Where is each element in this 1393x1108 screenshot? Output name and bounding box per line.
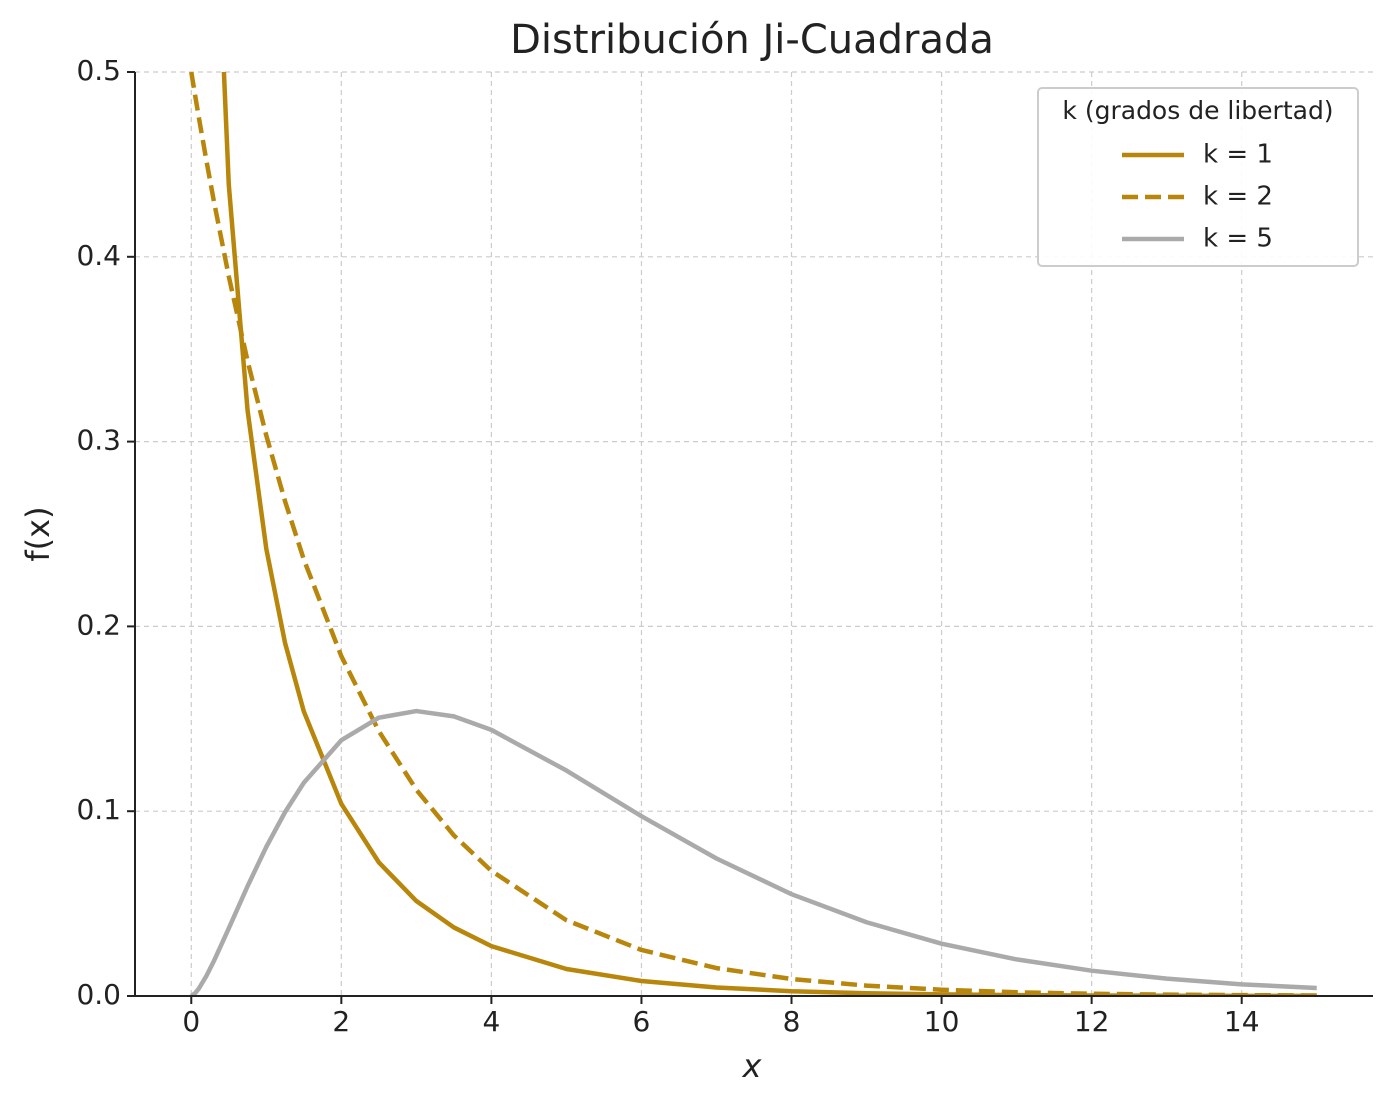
x-tick-label: 0 bbox=[182, 1005, 200, 1038]
x-tick-label: 12 bbox=[1074, 1005, 1110, 1038]
x-tick-label: 2 bbox=[332, 1005, 350, 1038]
legend-label: k = 2 bbox=[1203, 182, 1273, 212]
y-tick-label: 0.1 bbox=[76, 793, 121, 826]
x-tick-label: 10 bbox=[924, 1005, 960, 1038]
x-axis-label: x bbox=[742, 1047, 763, 1085]
chart-title: Distribución Ji-Cuadrada bbox=[510, 17, 994, 63]
y-tick-label: 0.0 bbox=[76, 978, 121, 1011]
legend-box bbox=[1037, 87, 1359, 267]
y-tick-label: 0.2 bbox=[76, 608, 121, 641]
x-tick-label: 8 bbox=[783, 1005, 801, 1038]
y-tick-label: 0.4 bbox=[76, 239, 121, 272]
y-axis-label: f(x) bbox=[19, 506, 57, 561]
x-tick-label: 6 bbox=[633, 1005, 651, 1038]
legend-label: k = 5 bbox=[1203, 224, 1273, 254]
y-tick-label: 0.3 bbox=[76, 424, 121, 457]
series-line bbox=[189, 72, 1317, 996]
grid: 0 2 4 6 8 10 12 14 0.0 0.1 0.2 0.3 0.4 0.5 bbox=[76, 54, 1373, 1038]
legend-label: k = 1 bbox=[1203, 140, 1273, 170]
legend-title: k (grados de libertad) bbox=[1062, 96, 1333, 125]
x-tick-label: 14 bbox=[1224, 1005, 1260, 1038]
x-tick-label: 4 bbox=[482, 1005, 500, 1038]
y-tick-label: 0.5 bbox=[76, 54, 121, 87]
series-line bbox=[189, 708, 1317, 996]
legend: k (grados de libertad) k = 1 k = 2 k = 5 bbox=[1037, 87, 1359, 267]
